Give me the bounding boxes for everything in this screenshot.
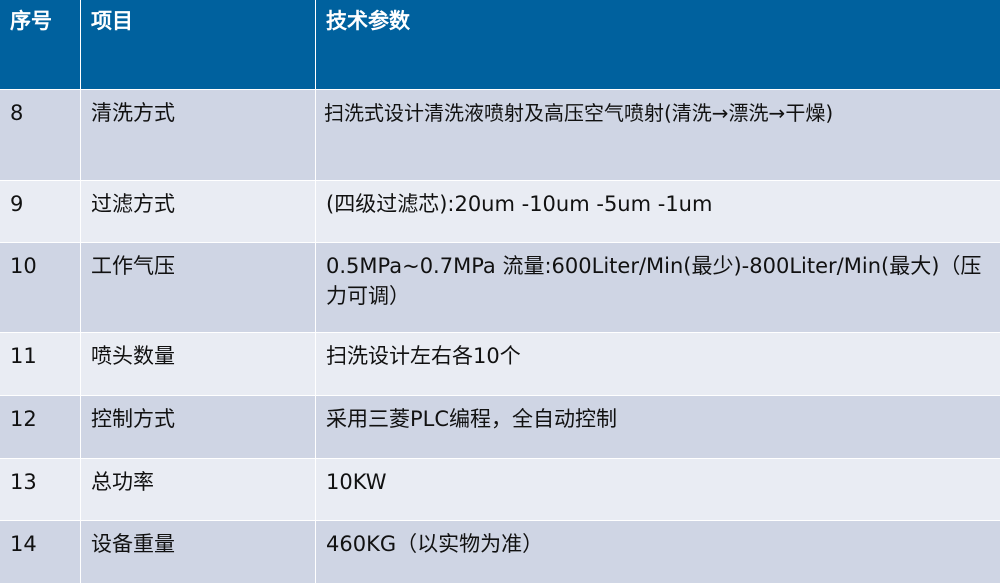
cell-item: 过滤方式 — [81, 181, 315, 242]
cell-spec: 10KW — [316, 459, 1000, 520]
cell-item: 工作气压 — [81, 243, 315, 332]
cell-index: 13 — [0, 459, 80, 520]
cell-item: 喷头数量 — [81, 333, 315, 395]
cell-spec: 采用三菱PLC编程，全自动控制 — [316, 396, 1000, 458]
cell-index: 11 — [0, 333, 80, 395]
cell-item: 总功率 — [81, 459, 315, 520]
cell-index: 14 — [0, 521, 80, 583]
cell-spec: 0.5MPa~0.7MPa 流量:600Liter/Min(最少)-800Lit… — [316, 243, 1000, 332]
cell-index: 12 — [0, 396, 80, 458]
cell-index: 9 — [0, 181, 80, 242]
cell-item: 清洗方式 — [81, 90, 315, 180]
cell-item: 设备重量 — [81, 521, 315, 583]
cell-index: 10 — [0, 243, 80, 332]
cell-index: 8 — [0, 90, 80, 180]
header-item: 项目 — [81, 0, 315, 89]
cell-spec: (四级过滤芯):20um -10um -5um -1um — [316, 181, 1000, 242]
cell-item: 控制方式 — [81, 396, 315, 458]
header-index: 序号 — [0, 0, 80, 89]
cell-spec: 扫洗设计左右各10个 — [316, 333, 1000, 395]
cell-spec: 460KG（以实物为准） — [316, 521, 1000, 583]
header-spec: 技术参数 — [316, 0, 1000, 89]
cell-spec: 扫洗式设计清洗液喷射及高压空气喷射(清洗→漂洗→干燥) — [316, 90, 1000, 180]
